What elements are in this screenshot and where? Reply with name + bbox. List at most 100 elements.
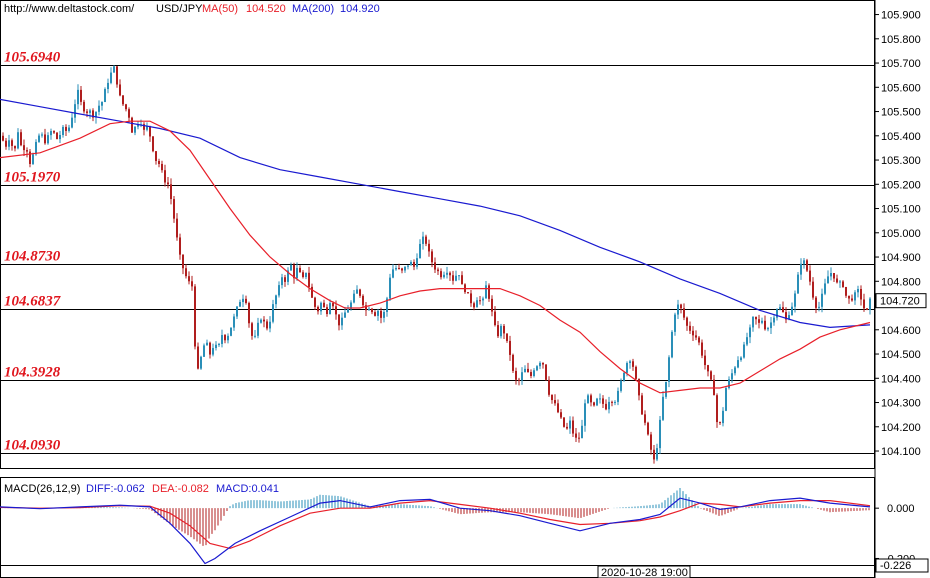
candle-body-100 <box>302 272 304 277</box>
candle-body-165 <box>497 325 499 337</box>
candle-body-255 <box>767 328 769 330</box>
candle-body-76 <box>230 327 232 336</box>
candle-body-90 <box>272 304 274 322</box>
y-tick-label-10: 104.900 <box>881 252 921 264</box>
candle-body-285 <box>857 289 859 293</box>
candle-body-7 <box>23 145 25 151</box>
time-label: 2020-10-28 19:00 <box>601 567 688 578</box>
candle-body-232 <box>698 337 700 343</box>
candle-body-104 <box>314 297 316 307</box>
candle-body-139 <box>419 243 421 259</box>
candle-body-277 <box>833 272 835 279</box>
candle-body-166 <box>500 325 502 337</box>
header-url[interactable]: http://www.deltastock.com/ <box>4 3 135 15</box>
candle-body-229 <box>689 325 691 331</box>
candle-body-131 <box>395 267 397 270</box>
macd-header-macd: MACD:0.041 <box>216 483 279 495</box>
candle-body-205 <box>617 390 619 402</box>
candle-body-20 <box>62 126 64 136</box>
candle-body-260 <box>782 307 784 313</box>
macd-diff-line <box>0 497 871 565</box>
last-price-box <box>875 293 927 309</box>
candle-body-138 <box>416 258 418 267</box>
candle-body-179 <box>539 362 541 367</box>
y-tick-label-6: 105.300 <box>881 155 921 167</box>
candle-body-169 <box>509 340 511 355</box>
candle-body-24 <box>74 104 76 118</box>
candle-body-215 <box>647 422 649 435</box>
candle-body-69 <box>209 342 211 355</box>
candle-body-190 <box>572 420 574 434</box>
level-lines: 105.6940 105.1970 104.8730 104.6837 104.3928… <box>0 50 874 454</box>
candle-body-93 <box>281 277 283 286</box>
candle-body-116 <box>350 302 352 309</box>
candle-body-58 <box>176 218 178 238</box>
candle-body-160 <box>482 298 484 301</box>
candle-body-43 <box>131 117 133 133</box>
candle-body-227 <box>683 308 685 318</box>
candle-body-189 <box>569 420 571 429</box>
candle-body-85 <box>257 322 259 336</box>
candle-body-113 <box>341 317 343 326</box>
level-label-0: 105.6940 <box>4 50 61 66</box>
candle-body-117 <box>353 293 355 303</box>
candle-body-135 <box>407 265 409 267</box>
candle-body-103 <box>311 286 313 298</box>
candle-body-222 <box>668 357 670 382</box>
candle-body-226 <box>680 304 682 309</box>
candle-body-27 <box>83 101 85 112</box>
candle-body-196 <box>590 395 592 403</box>
candle-body-57 <box>173 199 175 219</box>
candle-body-170 <box>512 354 514 371</box>
candle-body-118 <box>356 289 358 294</box>
candle-body-56 <box>170 184 172 200</box>
candle-body-182 <box>548 379 550 395</box>
candle-body-95 <box>287 270 289 282</box>
candle-body-177 <box>533 370 535 377</box>
candle-body-195 <box>587 395 589 404</box>
candle-body-238 <box>716 395 718 423</box>
candle-body-149 <box>449 272 451 276</box>
candles <box>2 65 871 464</box>
candle-body-121 <box>365 305 367 311</box>
candle-body-67 <box>203 345 205 357</box>
candle-body-236 <box>710 371 712 380</box>
y-tick-label-12: 104.600 <box>881 325 921 337</box>
candle-body-84 <box>254 335 256 337</box>
candle-body-253 <box>761 320 763 323</box>
candle-body-105 <box>317 306 319 312</box>
candle-body-77 <box>233 316 235 328</box>
candle-body-122 <box>368 308 370 311</box>
candle-body-152 <box>458 275 460 277</box>
candle-body-157 <box>473 303 475 308</box>
y-tick-label-5: 105.400 <box>881 131 921 143</box>
candle-body-167 <box>503 325 505 334</box>
candle-body-168 <box>506 333 508 341</box>
candle-body-247 <box>743 344 745 358</box>
candle-body-29 <box>89 110 91 113</box>
candle-body-137 <box>413 262 415 267</box>
candle-body-73 <box>221 335 223 344</box>
candle-body-68 <box>206 342 208 346</box>
candle-body-259 <box>779 307 781 310</box>
candle-body-18 <box>56 132 58 140</box>
header-symbol: USD/JPY <box>156 3 203 15</box>
candle-body-173 <box>521 372 523 381</box>
candle-body-126 <box>380 310 382 318</box>
candle-body-132 <box>398 267 400 269</box>
candle-body-254 <box>764 320 766 330</box>
candle-body-60 <box>182 254 184 269</box>
candle-body-26 <box>80 89 82 102</box>
candle-body-33 <box>101 101 103 106</box>
candle-body-14 <box>44 134 46 144</box>
candle-body-194 <box>584 403 586 426</box>
candle-body-159 <box>479 300 481 302</box>
candle-body-22 <box>68 127 70 131</box>
candle-body-65 <box>197 346 199 369</box>
candle-body-161 <box>485 285 487 299</box>
y-tick-label-7: 105.200 <box>881 179 921 191</box>
candle-body-209 <box>629 361 631 364</box>
macd-header-label: MACD(26,12,9) <box>4 483 80 495</box>
candle-body-74 <box>224 335 226 341</box>
